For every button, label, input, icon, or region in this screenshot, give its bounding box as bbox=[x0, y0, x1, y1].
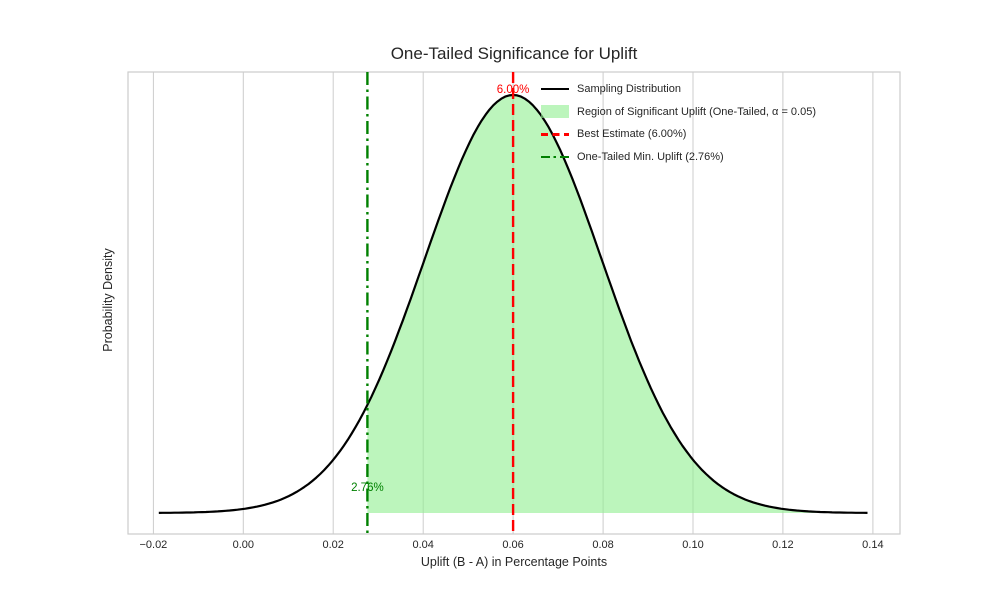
best-estimate-annotation: 6.00% bbox=[497, 84, 530, 96]
legend-marker-dashdot-line bbox=[541, 155, 569, 159]
legend-item: One-Tailed Min. Uplift (2.76%) bbox=[541, 146, 816, 169]
y-axis-label: Probability Density bbox=[101, 248, 115, 352]
x-axis-label: Uplift (B - A) in Percentage Points bbox=[420, 555, 608, 569]
legend-marker-line bbox=[541, 88, 569, 91]
legend-item: Region of Significant Uplift (One-Tailed… bbox=[541, 101, 816, 124]
legend-label: One-Tailed Min. Uplift (2.76%) bbox=[577, 151, 724, 164]
x-tick-label: −0.02 bbox=[139, 539, 168, 551]
min-uplift-annotation: 2.76% bbox=[351, 482, 384, 494]
chart-title: One-Tailed Significance for Uplift bbox=[390, 44, 638, 63]
x-tick-label: 0.04 bbox=[412, 539, 434, 551]
legend-item: Sampling Distribution bbox=[541, 78, 816, 101]
x-tick-label: 0.12 bbox=[772, 539, 794, 551]
legend-item: Best Estimate (6.00%) bbox=[541, 123, 816, 146]
x-tick-label: 0.14 bbox=[862, 539, 884, 551]
legend-marker-patch bbox=[541, 105, 569, 119]
x-tick-label: 0.08 bbox=[592, 539, 614, 551]
legend-label: Best Estimate (6.00%) bbox=[577, 128, 687, 141]
x-tick-label: 0.06 bbox=[502, 539, 524, 551]
legend: Sampling Distribution Region of Significa… bbox=[541, 78, 816, 168]
legend-label: Region of Significant Uplift (One-Tailed… bbox=[577, 105, 817, 118]
x-tick-label: 0.00 bbox=[232, 539, 254, 551]
legend-label: Sampling Distribution bbox=[577, 83, 681, 96]
x-tick-label: 0.02 bbox=[322, 539, 344, 551]
x-tick-label: 0.10 bbox=[682, 539, 704, 551]
legend-marker-dashed-line bbox=[541, 133, 569, 136]
